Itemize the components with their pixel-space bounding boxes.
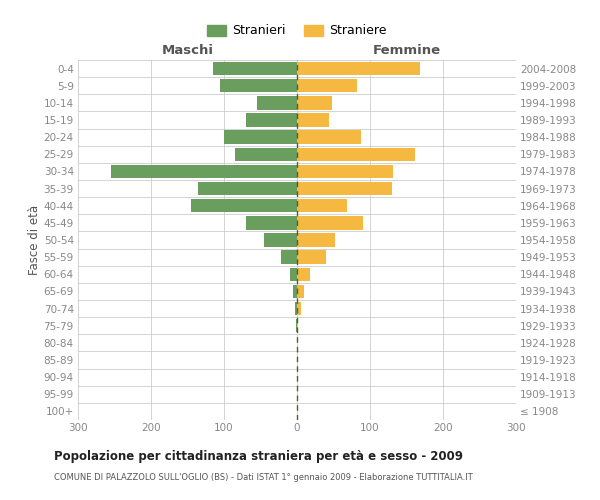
Text: COMUNE DI PALAZZOLO SULL'OGLIO (BS) - Dati ISTAT 1° gennaio 2009 - Elaborazione : COMUNE DI PALAZZOLO SULL'OGLIO (BS) - Da… [54, 472, 473, 482]
Bar [224, 130, 297, 144]
Bar [290, 268, 297, 281]
Bar [297, 268, 310, 281]
Bar [297, 114, 329, 126]
Bar [297, 319, 298, 332]
Bar [295, 302, 297, 316]
Bar [297, 62, 419, 76]
Bar [111, 164, 297, 178]
Bar [191, 199, 297, 212]
Y-axis label: Fasce di età: Fasce di età [28, 205, 41, 275]
Bar [246, 114, 297, 126]
Bar [297, 250, 326, 264]
Bar [293, 284, 297, 298]
Text: Maschi: Maschi [161, 44, 214, 57]
Bar [213, 62, 297, 76]
Bar [264, 234, 297, 246]
Y-axis label: Anni di nascita: Anni di nascita [596, 196, 600, 284]
Bar [235, 148, 297, 161]
Bar [199, 182, 297, 196]
Text: Popolazione per cittadinanza straniera per età e sesso - 2009: Popolazione per cittadinanza straniera p… [54, 450, 463, 463]
Bar [297, 96, 332, 110]
Bar [296, 319, 297, 332]
Bar [297, 199, 347, 212]
Bar [297, 79, 357, 92]
Bar [220, 79, 297, 92]
Bar [297, 182, 392, 196]
Legend: Stranieri, Straniere: Stranieri, Straniere [202, 20, 392, 42]
Bar [297, 216, 362, 230]
Text: Femmine: Femmine [373, 44, 440, 57]
Bar [281, 250, 297, 264]
Bar [297, 164, 394, 178]
Bar [297, 302, 301, 316]
Bar [246, 216, 297, 230]
Bar [297, 234, 335, 246]
Bar [297, 130, 361, 144]
Bar [297, 148, 415, 161]
Bar [297, 284, 304, 298]
Bar [257, 96, 297, 110]
